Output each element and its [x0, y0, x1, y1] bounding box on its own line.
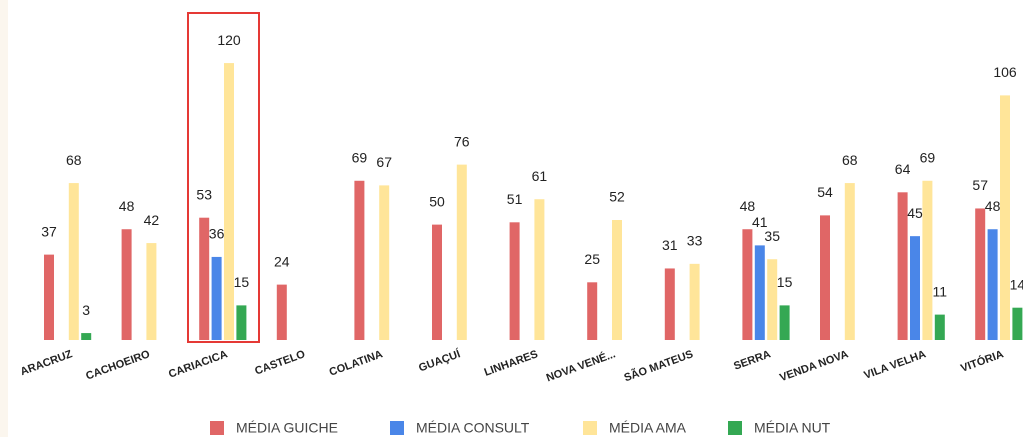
- bar: [612, 220, 622, 340]
- x-tick-label: CACHOEIRO: [84, 348, 152, 382]
- data-label: 61: [532, 168, 548, 184]
- bar: [754, 245, 765, 340]
- data-label: 24: [274, 253, 290, 269]
- x-tick-label: VENDA NOVA: [778, 348, 850, 384]
- bar: [922, 180, 933, 340]
- x-tick-label: GUAÇUÍ: [417, 347, 463, 374]
- data-label: 50: [429, 193, 445, 209]
- data-label: 68: [66, 152, 82, 168]
- bar: [81, 333, 92, 340]
- data-label: 15: [234, 274, 250, 290]
- x-tick-label: VILA VELHA: [862, 348, 927, 382]
- bar: [987, 229, 998, 340]
- data-label: 48: [985, 198, 1001, 214]
- bar: [509, 222, 520, 340]
- legend-swatch: [210, 421, 224, 435]
- bar: [844, 183, 855, 340]
- bar: [934, 314, 945, 340]
- legend-label: MÉDIA NUT: [754, 420, 831, 436]
- data-label: 64: [895, 161, 911, 177]
- bar: [379, 185, 390, 340]
- x-tick-label: CARIACICA: [167, 348, 229, 380]
- bar: [742, 229, 753, 340]
- data-label: 48: [119, 198, 135, 214]
- legend-swatch: [390, 421, 404, 435]
- bar: [1012, 307, 1023, 340]
- bar: [354, 180, 365, 340]
- data-label: 52: [609, 189, 625, 205]
- legend-label: MÉDIA GUICHE: [236, 420, 338, 436]
- data-label: 15: [777, 274, 793, 290]
- data-label: 14: [1010, 276, 1023, 292]
- data-label: 33: [687, 233, 703, 249]
- bar: [767, 259, 778, 340]
- x-tick-label: SÃO MATEUS: [622, 347, 695, 384]
- highlight-box: [187, 12, 260, 343]
- bar: [689, 263, 700, 340]
- bar: [534, 199, 545, 340]
- bar: [276, 284, 287, 340]
- bar: [456, 164, 467, 340]
- side-strip: [0, 0, 8, 437]
- legend-swatch: [583, 421, 597, 435]
- bar: [587, 282, 598, 340]
- data-label: 57: [972, 177, 988, 193]
- x-tick-label: SERRA: [732, 348, 772, 372]
- data-label: 31: [662, 237, 678, 253]
- data-label: 67: [376, 154, 392, 170]
- data-label: 51: [507, 191, 523, 207]
- data-label: 53: [196, 186, 212, 202]
- data-label: 54: [817, 184, 833, 200]
- bar: [779, 305, 790, 340]
- legend-label: MÉDIA CONSULT: [416, 420, 530, 436]
- bar: [910, 236, 920, 340]
- data-label: 11: [933, 283, 948, 299]
- bar: [199, 217, 210, 340]
- data-label: 69: [920, 149, 936, 165]
- bar: [224, 63, 234, 340]
- bar: [664, 268, 675, 340]
- data-label: 69: [352, 149, 368, 165]
- x-tick-label: VITÓRIA: [959, 347, 1005, 374]
- data-label: 45: [907, 205, 923, 221]
- bar: [68, 183, 79, 340]
- data-label: 42: [144, 212, 160, 228]
- legend-label: MÉDIA AMA: [609, 420, 687, 436]
- bar: [1000, 95, 1010, 340]
- data-label: 76: [454, 133, 470, 149]
- x-tick-label: NOVA VENÉ...: [544, 347, 617, 384]
- bar: [211, 256, 222, 340]
- data-label: 36: [209, 226, 225, 242]
- bar: [820, 215, 830, 340]
- x-tick-label: COLATINA: [328, 348, 385, 378]
- data-label: 37: [41, 223, 57, 239]
- data-label: 106: [993, 64, 1017, 80]
- bar: [44, 254, 54, 340]
- legend-swatch: [728, 421, 742, 435]
- bar: [897, 192, 908, 340]
- bar: [236, 305, 247, 340]
- data-label: 41: [752, 214, 768, 230]
- x-tick-label: LINHARES: [483, 348, 540, 379]
- data-label: 25: [584, 251, 600, 267]
- data-label: 120: [217, 32, 241, 48]
- bar: [146, 243, 157, 340]
- x-tick-label: ARACRUZ: [19, 348, 74, 378]
- bar: [432, 224, 442, 340]
- data-label: 68: [842, 152, 858, 168]
- bar: [121, 229, 132, 340]
- bar: [975, 208, 986, 340]
- data-label: 3: [82, 302, 90, 318]
- data-label: 48: [740, 198, 756, 214]
- data-label: 35: [764, 228, 780, 244]
- x-tick-label: CASTELO: [253, 348, 307, 377]
